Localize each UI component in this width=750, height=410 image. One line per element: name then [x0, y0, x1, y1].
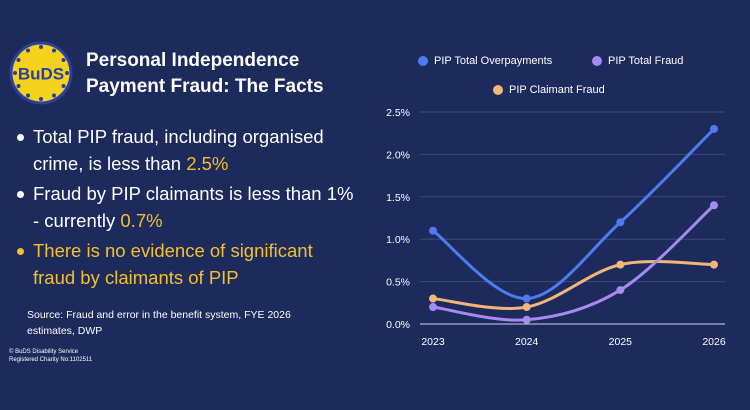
series-line	[431, 203, 716, 322]
legend-label: PIP Claimant Fraud	[509, 84, 605, 96]
legend-dot-icon	[493, 85, 503, 95]
fact-total-fraud: Total PIP fraud, including organised cri…	[14, 123, 354, 177]
legend-item-total-fraud: PIP Total Fraud	[592, 55, 683, 67]
title-line-1: Personal Independence	[86, 50, 300, 71]
x-tick-label: 2025	[609, 336, 633, 348]
data-point	[522, 315, 531, 324]
data-point	[429, 294, 437, 303]
page-title: Personal Independence Payment Fraud: The…	[86, 48, 376, 100]
footer-charity: Registered Charity No:1102511	[9, 357, 93, 363]
y-tick-label: 2.5%	[386, 107, 410, 119]
data-point	[710, 124, 718, 133]
y-tick-label: 0.0%	[386, 319, 410, 331]
data-point	[616, 218, 625, 227]
data-point	[522, 303, 531, 312]
footer-copyright: © BuDS Disability Service	[9, 349, 79, 355]
x-tick-label: 2024	[515, 336, 539, 348]
fact-highlight: 0.7%	[120, 210, 163, 231]
y-tick-label: 1.0%	[386, 234, 410, 246]
title-line-2: Payment Fraud: The Facts	[86, 76, 324, 97]
buds-logo: BuDS	[9, 41, 73, 105]
x-tick-label: 2026	[702, 336, 726, 348]
fact-no-evidence: There is no evidence of significant frau…	[14, 237, 354, 291]
logo-text: BuDS	[18, 65, 64, 84]
source-note: Source: Fraud and error in the benefit s…	[27, 309, 291, 337]
data-point	[710, 201, 718, 210]
legend-item-overpayments: PIP Total Overpayments	[418, 55, 552, 67]
legend-dot-icon	[418, 56, 428, 66]
data-point	[616, 260, 625, 269]
data-point	[429, 303, 437, 312]
legend-dot-icon	[592, 56, 602, 66]
y-tick-label: 1.5%	[386, 192, 410, 204]
data-point	[429, 226, 437, 235]
data-point	[710, 260, 718, 269]
fact-text: There is no evidence of significant frau…	[33, 240, 313, 288]
data-point	[522, 294, 531, 303]
x-tick-label: 2023	[421, 336, 445, 348]
fact-text: Total PIP fraud, including organised cri…	[33, 126, 324, 174]
facts-list: Total PIP fraud, including organised cri…	[14, 123, 354, 294]
data-point	[616, 286, 625, 295]
y-tick-label: 2.0%	[386, 149, 410, 161]
series-line	[431, 260, 716, 310]
fact-text: Fraud by PIP claimants is less than 1% -…	[33, 183, 354, 231]
legend-item-claimant-fraud: PIP Claimant Fraud	[493, 84, 605, 96]
fact-claimant-fraud: Fraud by PIP claimants is less than 1% -…	[14, 180, 354, 234]
footer: © BuDS Disability Service Registered Cha…	[9, 348, 92, 364]
series-line	[431, 127, 716, 301]
legend-label: PIP Total Overpayments	[434, 55, 553, 67]
fact-highlight: 2.5%	[186, 153, 229, 174]
y-tick-label: 0.5%	[386, 277, 410, 289]
legend-label: PIP Total Fraud	[608, 55, 684, 67]
